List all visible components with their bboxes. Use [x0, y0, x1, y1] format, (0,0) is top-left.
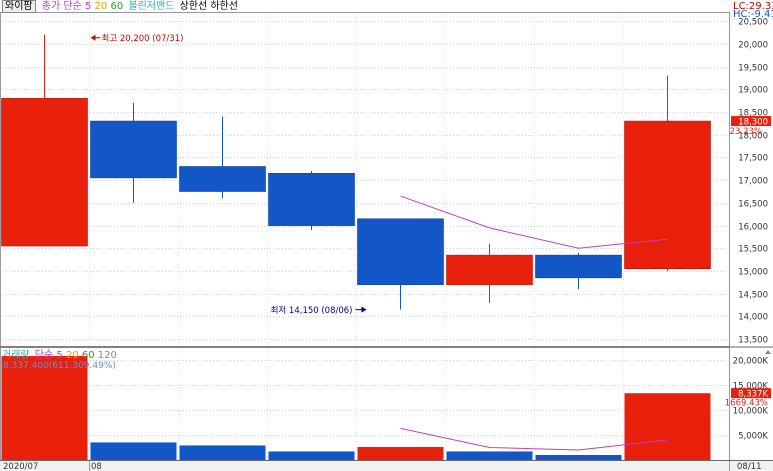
- hc-value: HC:-9.41: [733, 9, 773, 20]
- ma20-label[interactable]: 20: [94, 1, 108, 12]
- volume-info: 8,337,400(611,309.49%): [3, 361, 116, 371]
- price-tick-label: 18,500: [738, 109, 768, 119]
- price-tick-label: 17,000: [738, 177, 768, 187]
- price-tick-label: 15,000: [738, 268, 768, 278]
- high-annotation: 최고 20,200 (07/31): [102, 33, 184, 44]
- upper-limit-label[interactable]: 상한선: [179, 1, 208, 12]
- lc-value: LC:29.33: [733, 1, 773, 12]
- price-badge-bg: [731, 116, 771, 127]
- volume-bar: [1, 356, 88, 460]
- price-tick-label: 14,500: [738, 291, 768, 301]
- volume-bar: [535, 454, 622, 460]
- candle-body: [624, 120, 711, 270]
- price-tick-label: 17,500: [738, 154, 768, 164]
- volume-badge-bg: [731, 388, 771, 399]
- x-axis-bg: [0, 461, 773, 471]
- price-tick-label: 19,000: [738, 86, 768, 96]
- volume-tick-label: 10,000K: [733, 407, 769, 417]
- volume-legend: 거래량 단순 5 20 60 120: [2, 350, 117, 362]
- volume-ma-prefix[interactable]: 단순: [34, 350, 54, 361]
- price-tick-label: 18,000: [738, 132, 768, 142]
- volume-ma20-label[interactable]: 20: [65, 350, 79, 361]
- low-annotation: 최저 14,150 (08/06): [271, 305, 353, 316]
- price-legend: 와이팜 종가 단순 5 20 60 볼린저밴드 상한선 하한선: [2, 0, 238, 13]
- candle-body: [535, 254, 622, 279]
- x-label-second: 08: [91, 462, 102, 471]
- price-tick-label: 13,500: [738, 336, 768, 346]
- scroll-up-icon: [765, 350, 771, 354]
- volume-tick-label: 5,000K: [738, 432, 768, 442]
- ma5-label[interactable]: 5: [84, 1, 92, 12]
- grid: [0, 12, 729, 460]
- price-badge: 18,300: [738, 118, 768, 128]
- volume-bar: [624, 393, 711, 460]
- volume-tick-label: 20,000K: [733, 357, 769, 367]
- candle-body: [90, 120, 177, 179]
- volume-ma60-label[interactable]: 60: [81, 350, 95, 361]
- price-tick-label: 16,000: [738, 223, 768, 233]
- x-label-start: 2020/07: [3, 462, 38, 471]
- lower-limit-label[interactable]: 하한선: [210, 1, 238, 12]
- volume-ma5-line: [400, 427, 668, 451]
- volume-bar: [268, 451, 355, 460]
- price-tick-label: 14,000: [738, 313, 768, 323]
- volume-tick-label: 15,000K: [733, 382, 769, 392]
- price-tick-label: 19,500: [738, 64, 768, 74]
- candle-body: [357, 218, 444, 285]
- candle-body: [179, 166, 266, 192]
- candle-body: [446, 254, 533, 285]
- volume-badge: 8,337K: [738, 390, 768, 400]
- stock-name[interactable]: 와이팜: [2, 0, 36, 13]
- candle-body: [1, 98, 88, 247]
- axis-labels: 13,500 14,000 14,500 15,000 15,500 16,000 16,5…: [0, 18, 773, 471]
- price-tick-label: 20,500: [738, 18, 768, 28]
- x-label-end: 08/11: [737, 462, 762, 471]
- volume-label[interactable]: 거래량: [2, 350, 30, 361]
- low-arrow-icon: [361, 306, 367, 313]
- volume-badge-pct: 1669.43%: [725, 399, 768, 409]
- price-tick-label: 20,000: [738, 41, 768, 51]
- bollinger-label[interactable]: 볼린저밴드: [128, 1, 175, 12]
- volume-bar: [90, 442, 177, 460]
- price-ma5-line: [400, 195, 668, 249]
- price-badge-pct: 23.23%: [730, 127, 762, 137]
- volume-bar: [357, 446, 444, 460]
- volume-bar: [446, 451, 533, 460]
- volume-ma120-label[interactable]: 120: [97, 350, 117, 361]
- high-arrow-icon: [90, 34, 96, 41]
- volume-panel: [1, 356, 711, 460]
- price-panel: 최고 20,200 (07/31) 최저 14,150 (08/06): [1, 33, 711, 316]
- price-tick-label: 15,500: [738, 245, 768, 255]
- ma-prefix-label[interactable]: 종가 단순: [41, 1, 82, 12]
- price-frame: [0, 12, 730, 347]
- price-tick-label: 16,500: [738, 200, 768, 210]
- ma60-label[interactable]: 60: [110, 1, 124, 12]
- chart-frame: [0, 12, 773, 461]
- volume-ma5-label[interactable]: 5: [56, 350, 63, 361]
- candle-body: [268, 173, 355, 226]
- volume-bar: [179, 445, 266, 460]
